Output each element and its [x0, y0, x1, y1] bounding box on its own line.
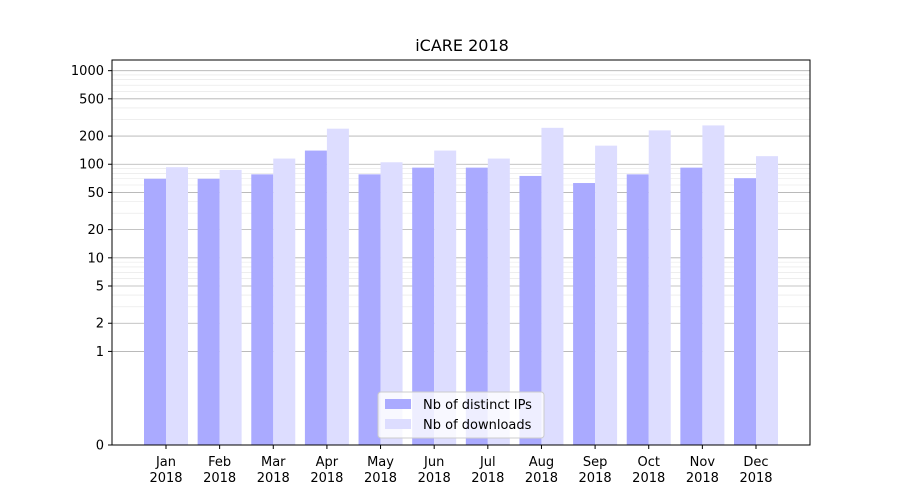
bar-downloads: [487, 158, 510, 445]
y-tick-label: 10: [87, 251, 104, 266]
bar-distinct-ips: [304, 150, 327, 445]
bar-distinct-ips: [144, 178, 166, 446]
y-tick-label: 5: [96, 280, 104, 295]
x-tick-label-year: 2018: [739, 471, 772, 486]
x-tick-label-month: Jul: [479, 455, 496, 470]
chart-title: iCARE 2018: [415, 36, 509, 55]
bar-downloads: [595, 145, 618, 445]
x-tick-label-year: 2018: [364, 471, 397, 486]
bars: [144, 125, 778, 446]
y-tick-label: 100: [79, 158, 104, 173]
y-tick-label: 1: [96, 345, 104, 360]
bar-distinct-ips: [519, 175, 542, 445]
x-tick-label-month: Nov: [690, 455, 716, 470]
x-tick-label-month: Mar: [261, 455, 286, 470]
bar-downloads: [380, 162, 403, 446]
x-tick-label-year: 2018: [418, 471, 451, 486]
y-tick-label: 0: [96, 439, 104, 454]
x-tick-label-year: 2018: [149, 471, 182, 486]
bar-downloads: [434, 150, 457, 445]
bar-distinct-ips: [573, 183, 596, 446]
bar-downloads: [326, 128, 349, 445]
legend: Nb of distinct IPs Nb of downloads: [377, 391, 545, 439]
x-tick-label-month: Sep: [583, 455, 608, 470]
bar-downloads: [541, 127, 564, 445]
x-tick-label-month: Oct: [637, 455, 659, 470]
bar-distinct-ips: [197, 178, 220, 446]
x-tick-label-year: 2018: [257, 471, 290, 486]
bar-distinct-ips: [358, 174, 381, 445]
bar-downloads: [702, 125, 725, 445]
x-axis: Jan2018Feb2018Mar2018Apr2018May2018Jun20…: [149, 445, 773, 486]
x-tick-label-month: Jun: [423, 455, 444, 470]
bar-downloads: [166, 167, 188, 446]
x-tick-label-year: 2018: [525, 471, 558, 486]
x-tick-label-year: 2018: [579, 471, 612, 486]
x-tick-label-month: Jan: [155, 455, 176, 470]
bar-distinct-ips: [465, 167, 488, 445]
bar-downloads: [648, 130, 671, 446]
bar-downloads: [219, 169, 242, 445]
x-tick-label-year: 2018: [203, 471, 236, 486]
bar-downloads: [273, 158, 296, 445]
x-tick-label-month: Apr: [316, 455, 339, 470]
x-tick-label-year: 2018: [471, 471, 504, 486]
x-tick-label-year: 2018: [310, 471, 343, 486]
bar-distinct-ips: [626, 174, 649, 445]
y-tick-label: 20: [87, 223, 104, 238]
bar-distinct-ips: [680, 167, 703, 445]
x-tick-label-year: 2018: [632, 471, 665, 486]
bar-distinct-ips: [734, 178, 756, 445]
y-axis: 0 1 2 5 10 20 50 100 200 500 1000: [71, 64, 112, 454]
legend-swatch: [385, 399, 411, 409]
plot-frame: [111, 59, 811, 446]
legend-swatch: [385, 419, 411, 429]
y-tick-label: 200: [79, 130, 104, 145]
bar-downloads: [756, 156, 778, 445]
y-tick-label: 2: [96, 317, 104, 332]
legend-label: Nb of downloads: [423, 418, 532, 433]
y-tick-label: 500: [79, 92, 104, 107]
legend-box: [377, 391, 545, 439]
y-tick-label: 1000: [71, 64, 104, 79]
x-tick-label-month: Feb: [208, 455, 231, 470]
legend-label: Nb of distinct IPs: [423, 398, 532, 413]
y-tick-label: 50: [87, 186, 104, 201]
bar-distinct-ips: [251, 174, 274, 445]
x-tick-label-month: May: [367, 455, 394, 470]
x-tick-label-month: Aug: [529, 455, 554, 470]
x-tick-label-month: Dec: [743, 455, 768, 470]
x-tick-label-year: 2018: [686, 471, 719, 486]
bar-distinct-ips: [412, 167, 435, 445]
